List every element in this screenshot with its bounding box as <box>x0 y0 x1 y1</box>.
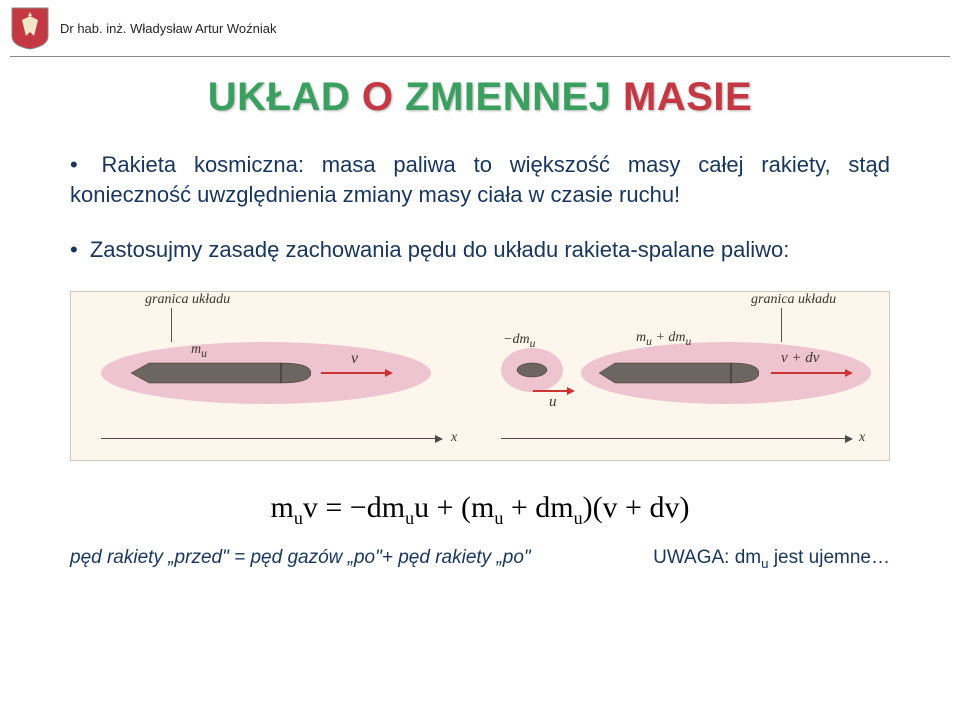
paragraph-2: • Zastosujmy zasadę zachowania pędu do u… <box>70 235 890 265</box>
title-word-2: O <box>362 75 394 119</box>
velocity-arrow-u <box>533 390 573 392</box>
label-granica: granica układu <box>145 292 230 308</box>
velocity-arrow-vdv <box>771 372 851 374</box>
x-axis-right <box>501 438 851 439</box>
leader-line <box>171 308 172 342</box>
label-u: u <box>549 394 557 411</box>
label-neg-dmu: −dmu <box>503 332 535 350</box>
paragraph-1: • Rakieta kosmiczna: masa paliwa to więk… <box>70 150 890 209</box>
diagram-right: granica układu −dmu mu + dmu u v + dv x <box>481 292 891 462</box>
university-logo <box>10 6 50 50</box>
bullet-icon: • <box>70 152 78 177</box>
label-mu-plus-dmu: mu + dmu <box>636 330 691 348</box>
title-word-4: MASIE <box>623 75 752 119</box>
page-title: UKŁAD O ZMIENNEJ MASIE <box>0 75 960 120</box>
x-axis-left <box>101 438 441 439</box>
label-v-plus-dv: v + dv <box>781 350 819 367</box>
para2-text: Zastosujmy zasadę zachowania pędu do ukł… <box>90 237 790 262</box>
rocket-left <box>131 361 311 385</box>
footer: pęd rakiety „przed" = pęd gazów „po"+ pę… <box>0 547 960 571</box>
header: Dr hab. inż. Władysław Artur Woźniak <box>0 0 960 56</box>
momentum-equation: muv = −dmuu + (mu + dmu)(v + dv) <box>0 491 960 529</box>
rocket-right <box>599 361 759 385</box>
label-granica: granica układu <box>751 292 836 308</box>
footer-right: UWAGA: dmu jest ujemne… <box>653 547 890 571</box>
velocity-arrow-v <box>321 372 391 374</box>
para1-emphasis: Rakieta kosmiczna: <box>102 152 304 177</box>
label-mu: mu <box>191 342 207 360</box>
rocket-diagram: granica układu mu v x granica układu −dm… <box>70 291 890 461</box>
label-v: v <box>351 350 358 368</box>
leader-line <box>781 308 782 342</box>
fuel-blob <box>515 362 549 378</box>
label-x: x <box>451 430 457 446</box>
author-name: Dr hab. inż. Władysław Artur Woźniak <box>60 21 277 36</box>
title-word-1: UKŁAD <box>208 75 350 119</box>
bullet-icon: • <box>70 237 78 262</box>
label-x: x <box>859 430 865 446</box>
diagram-left: granica układu mu v x <box>71 292 481 462</box>
header-rule <box>10 56 950 57</box>
title-word-3: ZMIENNEJ <box>405 75 611 119</box>
footer-left: pęd rakiety „przed" = pęd gazów „po"+ pę… <box>70 547 531 569</box>
content: • Rakieta kosmiczna: masa paliwa to więk… <box>0 150 960 265</box>
